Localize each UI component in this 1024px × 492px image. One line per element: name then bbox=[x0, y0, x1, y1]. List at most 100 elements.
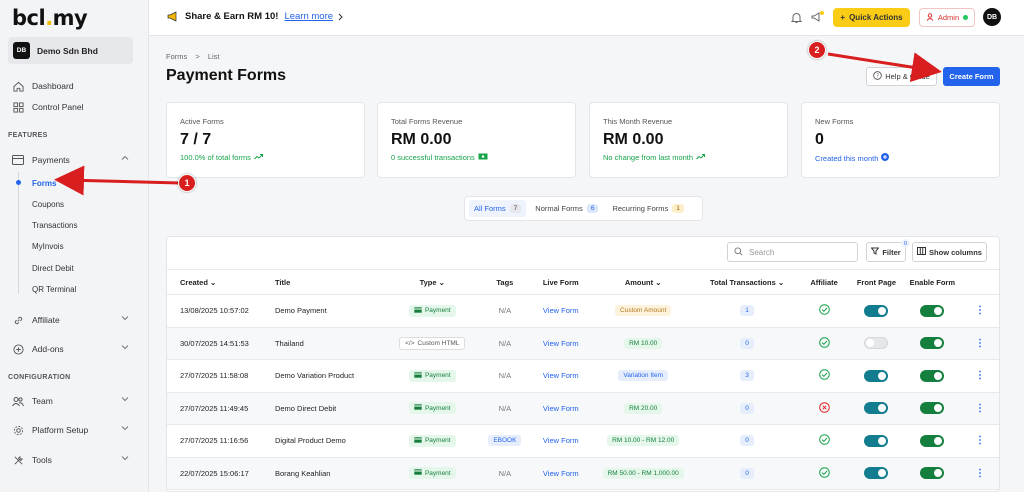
code-icon: </> bbox=[405, 339, 415, 347]
transaction-count-badge: 0 bbox=[740, 435, 754, 447]
view-form-link[interactable]: View Form bbox=[542, 468, 579, 478]
front-page-toggle[interactable] bbox=[864, 467, 889, 480]
admin-badge[interactable]: Admin bbox=[919, 8, 975, 27]
company-badge: DB bbox=[13, 42, 30, 59]
enable-form-toggle[interactable] bbox=[920, 434, 945, 447]
sidebar-sub-qr-terminal[interactable]: QR Terminal bbox=[32, 285, 77, 294]
view-form-link[interactable]: View Form bbox=[542, 371, 579, 381]
chevron-down-icon bbox=[121, 395, 129, 405]
check-circle-icon bbox=[818, 369, 830, 382]
quick-actions-button[interactable]: + Quick Actions bbox=[833, 8, 910, 27]
bell-icon[interactable] bbox=[790, 12, 803, 26]
sidebar-item-payments[interactable]: Payments bbox=[12, 154, 137, 166]
more-vertical-icon[interactable]: ⋮ bbox=[975, 305, 986, 317]
header-total-transactions[interactable]: Total Transactions ⌄ bbox=[693, 269, 801, 295]
transaction-count-badge: 0 bbox=[740, 337, 754, 349]
question-icon: ? bbox=[873, 71, 883, 82]
sidebar-sub-forms[interactable]: Forms bbox=[32, 179, 57, 188]
view-form-link[interactable]: View Form bbox=[542, 306, 579, 316]
online-dot bbox=[963, 15, 969, 20]
sidebar-sub-coupons[interactable]: Coupons bbox=[32, 200, 65, 209]
cell-created: 27/07/2025 11:16:56 bbox=[167, 424, 275, 458]
sidebar-sub-transactions[interactable]: Transactions bbox=[32, 221, 78, 230]
breadcrumb-forms[interactable]: Forms bbox=[166, 52, 188, 61]
cell-title: Demo Payment bbox=[274, 294, 384, 328]
forms-table: Created ⌄ Title Type ⌄ Tags Live Form Am… bbox=[167, 269, 999, 490]
more-vertical-icon[interactable]: ⋮ bbox=[975, 370, 986, 382]
front-page-toggle[interactable] bbox=[864, 337, 889, 350]
breadcrumb-separator: > bbox=[195, 52, 200, 61]
view-form-link[interactable]: View Form bbox=[542, 403, 579, 413]
more-vertical-icon[interactable]: ⋮ bbox=[975, 435, 986, 447]
more-vertical-icon[interactable]: ⋮ bbox=[975, 337, 986, 349]
sidebar-item-affiliate[interactable]: Affiliate bbox=[12, 314, 137, 326]
type-badge: Payment bbox=[408, 402, 456, 415]
announcement-icon[interactable] bbox=[811, 11, 824, 25]
company-switcher[interactable]: DB Demo Sdn Bhd bbox=[8, 37, 133, 64]
more-vertical-icon[interactable]: ⋮ bbox=[975, 467, 986, 479]
header-amount[interactable]: Amount ⌄ bbox=[593, 269, 694, 295]
amount-badge: RM 10.00 bbox=[624, 337, 663, 349]
sidebar-sub-myinvois[interactable]: MyInvois bbox=[32, 242, 64, 251]
filter-icon bbox=[870, 247, 880, 257]
transaction-count-badge: 3 bbox=[740, 370, 754, 382]
svg-text:?: ? bbox=[876, 74, 879, 80]
share-banner: Share & Earn RM 10! Learn more bbox=[167, 11, 344, 22]
annotation-arrow-2 bbox=[827, 52, 942, 83]
cell-tags: N/A bbox=[498, 306, 512, 316]
card-icon bbox=[414, 372, 422, 380]
sidebar-item-dashboard[interactable]: Dashboard bbox=[12, 80, 137, 92]
sidebar-item-addons[interactable]: Add-ons bbox=[12, 343, 137, 355]
money-icon bbox=[478, 153, 488, 162]
top-bar: Share & Earn RM 10! Learn more + Quick A… bbox=[149, 0, 1024, 36]
avatar[interactable]: DB bbox=[983, 8, 1001, 26]
filter-count-badge: 0 bbox=[901, 239, 910, 248]
sidebar-item-tools[interactable]: Tools bbox=[12, 454, 137, 466]
more-vertical-icon[interactable]: ⋮ bbox=[975, 402, 986, 414]
front-page-toggle[interactable] bbox=[864, 434, 889, 447]
cell-title: Demo Variation Product bbox=[274, 359, 384, 393]
annotation-marker-1: 1 bbox=[178, 174, 196, 192]
tab-all-forms[interactable]: All Forms 7 bbox=[469, 200, 527, 217]
card-month-revenue: This Month Revenue RM 0.00 No change fro… bbox=[589, 102, 788, 178]
check-circle-icon bbox=[818, 434, 830, 447]
cell-tags: N/A bbox=[498, 403, 512, 413]
header-created[interactable]: Created ⌄ bbox=[167, 269, 275, 295]
show-columns-button[interactable]: Show columns bbox=[912, 242, 987, 262]
plus-circle-icon bbox=[12, 343, 24, 355]
table-row: 27/07/2025 11:49:45 Demo Direct Debit Paym… bbox=[167, 392, 999, 425]
search-input[interactable]: Search bbox=[727, 242, 858, 262]
enable-form-toggle[interactable] bbox=[920, 369, 945, 382]
enable-form-toggle[interactable] bbox=[920, 467, 945, 480]
cell-tags: N/A bbox=[498, 468, 512, 478]
breadcrumb: Forms > List bbox=[166, 52, 220, 61]
card-icon bbox=[414, 437, 422, 445]
annotation-arrow-1 bbox=[54, 165, 181, 196]
sidebar-item-platform-setup[interactable]: Platform Setup bbox=[12, 424, 137, 436]
tab-normal-forms[interactable]: Normal Forms 6 bbox=[530, 200, 603, 217]
check-circle-icon bbox=[818, 336, 830, 350]
tab-recurring-forms[interactable]: Recurring Forms 1 bbox=[607, 200, 688, 217]
type-badge: Payment bbox=[408, 434, 456, 447]
view-form-link[interactable]: View Form bbox=[542, 436, 579, 446]
logo[interactable]: bcl.my bbox=[12, 6, 88, 30]
front-page-toggle[interactable] bbox=[864, 304, 889, 317]
enable-form-toggle[interactable] bbox=[920, 304, 945, 317]
x-circle-icon bbox=[818, 401, 830, 415]
table-row: 13/08/2025 10:57:02 Demo Payment Payment N/… bbox=[167, 294, 999, 328]
sidebar-item-control-panel[interactable]: Control Panel bbox=[12, 101, 137, 113]
enable-form-toggle[interactable] bbox=[920, 337, 945, 350]
enable-form-toggle[interactable] bbox=[920, 402, 945, 415]
check-circle-icon bbox=[818, 304, 830, 317]
front-page-toggle[interactable] bbox=[864, 369, 889, 382]
company-name: Demo Sdn Bhd bbox=[37, 45, 98, 56]
view-form-link[interactable]: View Form bbox=[542, 338, 579, 348]
front-page-toggle[interactable] bbox=[864, 402, 889, 415]
learn-more-link[interactable]: Learn more bbox=[284, 11, 334, 22]
header-type[interactable]: Type ⌄ bbox=[383, 269, 482, 295]
filter-button[interactable]: Filter bbox=[866, 242, 906, 262]
amount-badge: RM 50.00 - RM 1,000.00 bbox=[602, 467, 684, 479]
sidebar-item-team[interactable]: Team bbox=[12, 395, 137, 407]
create-form-button[interactable]: Create Form bbox=[943, 67, 1000, 86]
sidebar-sub-direct-debit[interactable]: Direct Debit bbox=[32, 264, 74, 273]
